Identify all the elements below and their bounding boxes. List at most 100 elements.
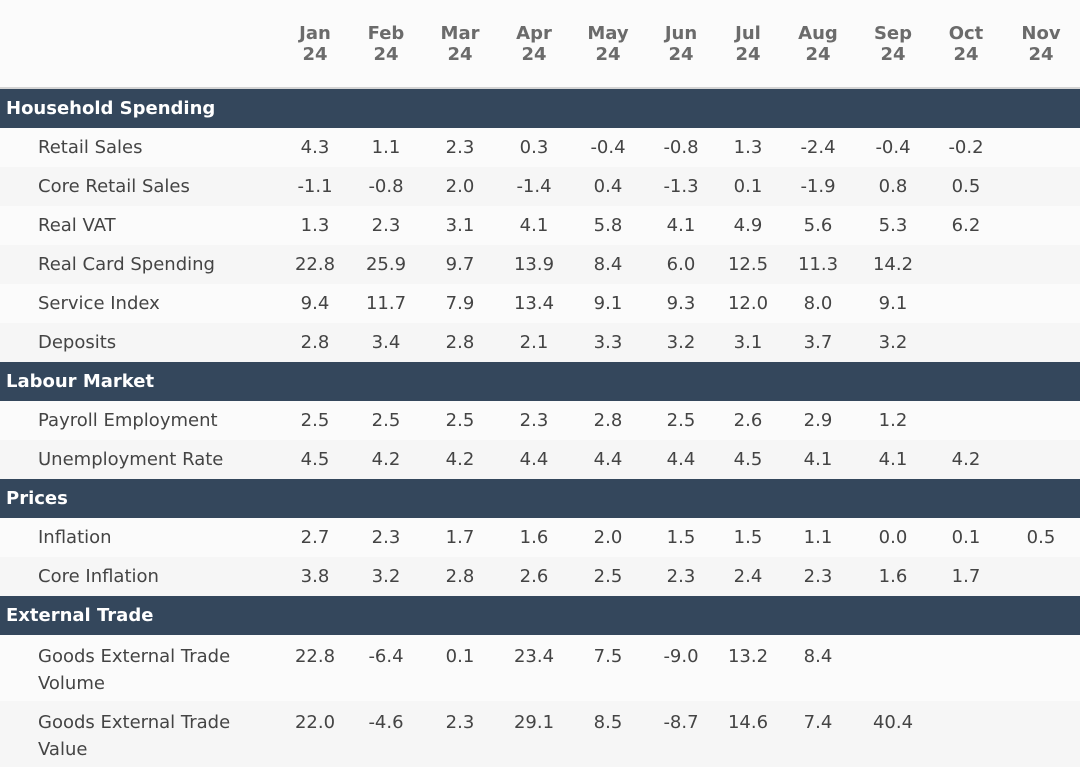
column-header-year: 24 — [595, 43, 621, 65]
column-header-year: 24 — [447, 43, 473, 65]
table-cell: 2.9 — [780, 401, 856, 440]
table-cell: 0.0 — [856, 518, 930, 557]
table-cell: 7.4 — [780, 701, 856, 767]
table-cell: 4.4 — [570, 440, 646, 479]
table-cell: 9.7 — [422, 245, 498, 284]
table-cell: 2.3 — [422, 701, 498, 767]
column-header-year: 24 — [668, 43, 694, 65]
table-cell: 0.3 — [498, 128, 570, 167]
table-cell: 4.1 — [646, 206, 716, 245]
table-cell: 8.4 — [780, 635, 856, 701]
table-cell: 2.3 — [780, 557, 856, 596]
table-cell: 2.6 — [498, 557, 570, 596]
column-header-month: Jan — [299, 22, 331, 44]
table-cell: 2.3 — [646, 557, 716, 596]
column-header: May 24 — [570, 0, 646, 89]
table-cell: 4.1 — [856, 440, 930, 479]
table-cell: 4.3 — [280, 128, 350, 167]
table-cell: -9.0 — [646, 635, 716, 701]
table-cell: 22.8 — [280, 245, 350, 284]
row-label: Goods External Trade Volume — [0, 635, 280, 701]
table-cell: 4.1 — [780, 440, 856, 479]
table-cell: 40.4 — [856, 701, 930, 767]
table-cell — [1002, 401, 1080, 440]
table-cell: -8.7 — [646, 701, 716, 767]
table-cell: 2.8 — [422, 557, 498, 596]
column-header: Oct 24 — [930, 0, 1002, 89]
column-header-month: Jul — [735, 22, 761, 44]
table-cell: 9.1 — [570, 284, 646, 323]
table-cell: 4.9 — [716, 206, 780, 245]
column-header-month: Feb — [367, 22, 405, 44]
table-cell: 0.1 — [930, 518, 1002, 557]
table-cell: 3.2 — [856, 323, 930, 362]
table-cell: 7.5 — [570, 635, 646, 701]
table-cell: 1.3 — [280, 206, 350, 245]
table-cell: -1.4 — [498, 167, 570, 206]
table-cell — [856, 635, 930, 701]
table-row: Goods External Trade Volume 22.8 -6.4 0.1 23… — [0, 635, 1080, 701]
table-cell: 4.4 — [498, 440, 570, 479]
row-label: Retail Sales — [0, 128, 280, 167]
column-header-year: 24 — [953, 43, 979, 65]
table-cell: 1.7 — [422, 518, 498, 557]
table-cell: 2.8 — [422, 323, 498, 362]
row-label: Service Index — [0, 284, 280, 323]
row-label: Deposits — [0, 323, 280, 362]
table-cell: 29.1 — [498, 701, 570, 767]
table-cell: 22.8 — [280, 635, 350, 701]
table-cell: 2.8 — [280, 323, 350, 362]
row-label: Real Card Spending — [0, 245, 280, 284]
column-header-year: 24 — [805, 43, 831, 65]
table-cell: 22.0 — [280, 701, 350, 767]
table-cell: -0.8 — [350, 167, 422, 206]
table-cell — [1002, 167, 1080, 206]
table-cell: 3.8 — [280, 557, 350, 596]
row-label: Goods External Trade Value — [0, 701, 280, 767]
table-cell: 1.1 — [780, 518, 856, 557]
section-header-row: External Trade — [0, 596, 1080, 635]
table-cell: 0.5 — [930, 167, 1002, 206]
column-header-month: May — [587, 22, 629, 44]
table-cell — [930, 635, 1002, 701]
column-header: Feb 24 — [350, 0, 422, 89]
table-cell — [930, 701, 1002, 767]
table-cell — [1002, 128, 1080, 167]
table-cell — [930, 284, 1002, 323]
table-cell: 1.7 — [930, 557, 1002, 596]
table-cell: 2.3 — [498, 401, 570, 440]
column-header-month: Jun — [664, 22, 698, 44]
table-cell: 2.7 — [280, 518, 350, 557]
section-title: Household Spending — [0, 88, 1080, 128]
table-cell: 4.2 — [930, 440, 1002, 479]
table-cell: -1.1 — [280, 167, 350, 206]
table-cell: 3.7 — [780, 323, 856, 362]
section-header-row: Prices — [0, 479, 1080, 518]
table-row: Core Retail Sales -1.1 -0.8 2.0 -1.4 0.4 -1.3 0… — [0, 167, 1080, 206]
table-cell: 3.2 — [646, 323, 716, 362]
table-cell: 8.5 — [570, 701, 646, 767]
table-cell — [1002, 635, 1080, 701]
column-header-year: 24 — [880, 43, 906, 65]
column-header-month: Mar — [440, 22, 480, 44]
row-label: Payroll Employment — [0, 401, 280, 440]
table-cell: 2.4 — [716, 557, 780, 596]
table-cell: 2.0 — [570, 518, 646, 557]
table-cell: -1.3 — [646, 167, 716, 206]
table-cell: 8.4 — [570, 245, 646, 284]
table-cell: 4.5 — [716, 440, 780, 479]
table-cell: 2.3 — [350, 518, 422, 557]
table-row: Goods External Trade Value 22.0 -4.6 2.3 29.… — [0, 701, 1080, 767]
table-cell: 23.4 — [498, 635, 570, 701]
row-label: Real VAT — [0, 206, 280, 245]
table-cell: 25.9 — [350, 245, 422, 284]
table-cell: 0.4 — [570, 167, 646, 206]
table-cell: 6.2 — [930, 206, 1002, 245]
row-label: Core Inflation — [0, 557, 280, 596]
table-cell: 4.2 — [350, 440, 422, 479]
table-cell: 2.8 — [570, 401, 646, 440]
table-cell — [930, 323, 1002, 362]
column-header-month: Oct — [948, 22, 984, 44]
table-cell: 1.5 — [646, 518, 716, 557]
